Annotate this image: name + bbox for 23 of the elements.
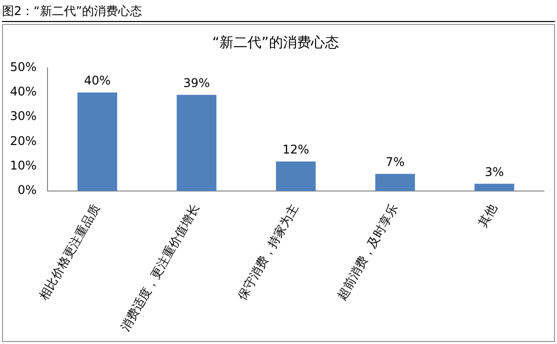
x-tick-label: 消费适度，更注重价值增长 xyxy=(118,202,202,334)
y-tick-label: 10% xyxy=(10,158,37,173)
data-label: 39% xyxy=(183,76,210,90)
y-tick-label: 30% xyxy=(10,109,37,124)
bar xyxy=(375,174,415,192)
chart-title: “新二代”的消费心态 xyxy=(212,35,339,52)
y-tick-label: 20% xyxy=(10,134,37,148)
bar xyxy=(77,92,118,192)
data-label: 12% xyxy=(282,142,310,157)
x-tick-label: 其他 xyxy=(476,202,500,230)
x-tick-label: 相比价格更注重品质 xyxy=(36,202,103,302)
bar xyxy=(276,162,316,192)
x-tick-label: 保守消费，持家为主 xyxy=(235,202,302,302)
x-tick-label: 超前消费，及时享乐 xyxy=(334,202,400,302)
caption: 图2：“新二代”的消费心态 xyxy=(2,2,555,22)
y-tick-label: 0% xyxy=(18,183,37,198)
data-label: 7% xyxy=(386,154,405,169)
y-tick-label: 50% xyxy=(10,60,37,74)
data-label: 3% xyxy=(484,164,504,179)
y-tick-label: 40% xyxy=(10,84,37,99)
bar xyxy=(176,94,216,192)
bar xyxy=(474,184,514,192)
data-label: 40% xyxy=(84,74,111,88)
